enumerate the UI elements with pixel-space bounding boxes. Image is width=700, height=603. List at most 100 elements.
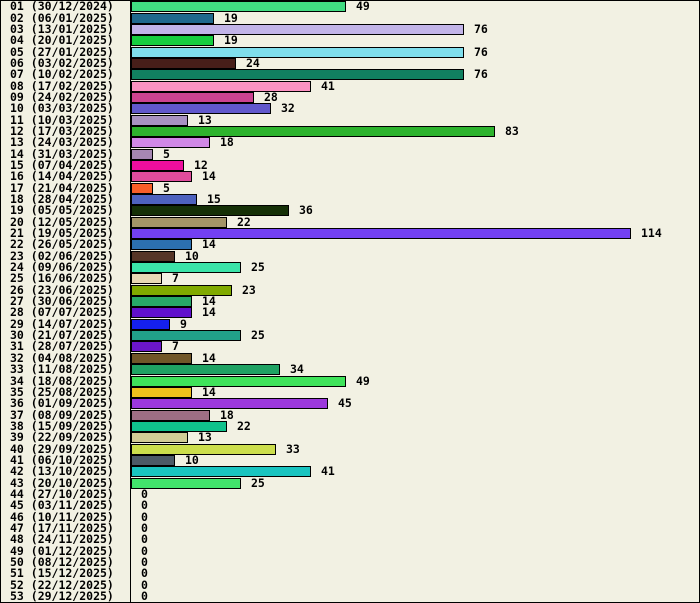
bar — [131, 239, 192, 251]
week-label: 15 (07/04/2025) — [10, 157, 114, 172]
chart-row: 51 (15/12/2025) 0 — [1, 566, 699, 581]
chart-row: 05 (27/01/2025) 76 — [1, 44, 699, 59]
value-label: 18 — [220, 135, 234, 150]
bar-area: 0 — [131, 522, 699, 534]
chart-row: 36 (01/09/2025) 45 — [1, 396, 699, 411]
value-label: 25 — [251, 260, 265, 275]
week-label: 18 (28/04/2025) — [10, 192, 114, 207]
week-label: 33 (11/08/2025) — [10, 362, 114, 377]
bar-area: 32 — [131, 103, 699, 115]
chart-row: 37 (08/09/2025) 18 — [1, 407, 699, 422]
chart-row: 46 (10/11/2025) 0 — [1, 509, 699, 524]
week-label: 36 (01/09/2025) — [10, 396, 114, 411]
value-label: 45 — [338, 396, 352, 411]
bar — [131, 262, 241, 274]
value-label: 0 — [141, 589, 148, 603]
week-label: 05 (27/01/2025) — [10, 44, 114, 59]
chart-row: 01 (30/12/2024) 49 — [1, 0, 699, 14]
bar-area: 76 — [131, 23, 699, 35]
value-label: 7 — [172, 339, 179, 354]
value-label: 49 — [356, 373, 370, 388]
value-label: 25 — [251, 475, 265, 490]
value-label: 0 — [141, 577, 148, 592]
value-label: 0 — [141, 566, 148, 581]
bar — [131, 205, 289, 217]
value-label: 0 — [141, 555, 148, 570]
value-label: 0 — [141, 498, 148, 513]
chart-row: 25 (16/06/2025) 7 — [1, 273, 699, 285]
value-label: 14 — [202, 350, 216, 365]
value-label: 12 — [194, 157, 208, 172]
bar-area: 0 — [131, 555, 699, 570]
chart-row: 18 (28/04/2025) 15 — [1, 192, 699, 207]
chart-row: 19 (05/05/2025) 36 — [1, 203, 699, 218]
week-label: 17 (21/04/2025) — [10, 180, 114, 195]
bar — [131, 171, 192, 183]
week-label: 01 (30/12/2024) — [10, 0, 114, 14]
value-label: 28 — [264, 89, 278, 104]
value-label: 76 — [474, 67, 488, 82]
week-label: 47 (17/11/2025) — [10, 520, 114, 535]
chart-row: 49 (01/12/2025) 0 — [1, 545, 699, 557]
chart-row: 33 (11/08/2025) 34 — [1, 362, 699, 377]
week-label: 34 (18/08/2025) — [10, 373, 114, 388]
bar — [131, 330, 241, 342]
value-label: 49 — [356, 0, 370, 14]
chart-row: 20 (12/05/2025) 22 — [1, 214, 699, 229]
bar-area: 7 — [131, 339, 699, 354]
week-label: 24 (09/06/2025) — [10, 260, 114, 275]
bar-area: 22 — [131, 216, 699, 228]
week-label: 02 (06/01/2025) — [10, 10, 114, 25]
value-label: 0 — [141, 532, 148, 547]
bar-area: 41 — [131, 466, 699, 478]
week-label: 16 (14/04/2025) — [10, 169, 114, 184]
week-label: 42 (13/10/2025) — [10, 464, 114, 479]
bar-area: 10 — [131, 248, 699, 263]
bar-area: 25 — [131, 329, 699, 342]
value-label: 14 — [202, 305, 216, 320]
bar-area: 33 — [131, 443, 699, 455]
week-label: 20 (12/05/2025) — [10, 214, 114, 229]
bar-area: 114 — [131, 227, 699, 240]
week-label: 19 (05/05/2025) — [10, 203, 114, 218]
chart-row: 34 (18/08/2025) 49 — [1, 373, 699, 388]
value-label: 13 — [198, 112, 212, 127]
value-label: 34 — [290, 362, 304, 377]
chart-row: 10 (03/03/2025) 32 — [1, 103, 699, 115]
bar-area: 14 — [131, 239, 699, 251]
chart-row: 40 (29/09/2025) 33 — [1, 443, 699, 455]
value-label: 36 — [299, 203, 313, 218]
value-label: 19 — [224, 33, 238, 48]
week-label: 37 (08/09/2025) — [10, 407, 114, 422]
bar-area: 9 — [131, 316, 699, 331]
week-label: 30 (21/07/2025) — [10, 328, 114, 343]
chart-row: 48 (24/11/2025) 0 — [1, 532, 699, 547]
bar-area: 15 — [131, 193, 699, 206]
value-label: 14 — [202, 384, 216, 399]
week-label: 46 (10/11/2025) — [10, 509, 114, 524]
bar-area: 28 — [131, 89, 699, 104]
bar — [131, 398, 328, 410]
bar — [131, 477, 241, 489]
week-label: 08 (17/02/2025) — [10, 78, 114, 93]
bar-area: 22 — [131, 420, 699, 432]
bar-area: 13 — [131, 431, 699, 444]
bar-area: 0 — [131, 511, 699, 523]
chart-row: 26 (23/06/2025) 23 — [1, 282, 699, 297]
week-label: 11 (10/03/2025) — [10, 112, 114, 127]
chart-row: 41 (06/10/2025) 10 — [1, 454, 699, 466]
chart-row: 22 (26/05/2025) 14 — [1, 239, 699, 251]
value-label: 24 — [246, 55, 260, 70]
week-label: 52 (22/12/2025) — [10, 577, 114, 592]
bar-area: 13 — [131, 112, 699, 127]
value-label: 10 — [185, 248, 199, 263]
week-label: 23 (02/06/2025) — [10, 248, 114, 263]
chart-row: 12 (17/03/2025) 83 — [1, 125, 699, 137]
bar — [131, 80, 311, 92]
bar — [131, 375, 346, 387]
bar — [131, 296, 192, 308]
value-label: 9 — [180, 316, 187, 331]
week-label: 26 (23/06/2025) — [10, 282, 114, 297]
week-label: 39 (22/09/2025) — [10, 430, 114, 445]
